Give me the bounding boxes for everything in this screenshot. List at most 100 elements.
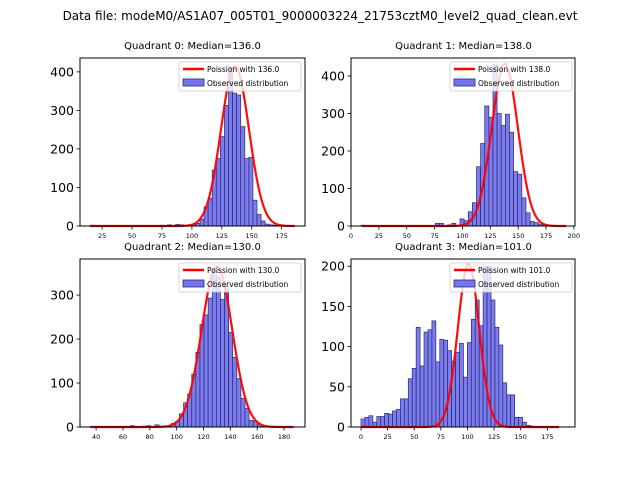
- x-tick-label: 25: [98, 232, 106, 240]
- histogram-bar: [463, 377, 467, 427]
- histogram-bar: [385, 413, 389, 427]
- histogram-bar: [432, 321, 436, 427]
- histogram-bar: [396, 409, 400, 427]
- histogram-bar: [224, 105, 228, 226]
- y-tick-label: 300: [50, 103, 74, 118]
- legend-label-poisson: Poission with 136.0: [207, 65, 280, 74]
- histogram-bar: [381, 417, 385, 427]
- legend: Poission with 101.0 Observed distributio…: [450, 263, 572, 292]
- histogram-bar: [505, 114, 509, 226]
- histogram-bar: [471, 319, 475, 427]
- y-tick-label: 200: [321, 259, 345, 274]
- x-tick-label: 75: [158, 232, 166, 240]
- histogram-bar: [204, 315, 208, 427]
- x-tick-label: 75: [437, 433, 445, 441]
- x-tick-label: 150: [512, 232, 524, 240]
- histogram-bar: [220, 299, 224, 427]
- x-tick-label: 50: [410, 433, 418, 441]
- histogram-bar: [428, 330, 432, 427]
- legend: Poission with 136.0 Observed distributio…: [179, 62, 301, 91]
- histogram-bar: [216, 277, 220, 427]
- x-tick-label: 175: [275, 232, 287, 240]
- y-tick-label: 100: [50, 376, 74, 391]
- x-tick-label: 100: [186, 232, 198, 240]
- subplot-title: Quadrant 2: Median=130.0: [124, 242, 261, 253]
- histogram-bar: [245, 409, 249, 427]
- y-tick-label: 400: [321, 69, 345, 84]
- histogram-bar: [526, 213, 530, 226]
- histogram-bar: [509, 132, 513, 226]
- x-tick-label: 200: [568, 232, 580, 240]
- histogram-bar: [233, 358, 237, 427]
- histogram-bar: [377, 417, 381, 427]
- y-tick-label: 150: [321, 299, 345, 314]
- subplot-title: Quadrant 0: Median=136.0: [124, 41, 261, 52]
- histogram-bar: [220, 137, 224, 226]
- histogram-bar: [365, 417, 369, 427]
- histogram-bar: [212, 271, 216, 427]
- legend-swatch-observed: [454, 280, 475, 287]
- histogram-bar: [495, 327, 499, 427]
- x-tick-label: 175: [540, 232, 552, 240]
- x-tick-label: 100: [456, 232, 468, 240]
- legend-label-observed: Observed distribution: [207, 79, 288, 88]
- x-tick-label: 100: [461, 433, 473, 441]
- x-tick-label: 40: [92, 433, 100, 441]
- histogram-bar: [249, 157, 253, 226]
- histogram-bar: [393, 411, 397, 427]
- x-tick-label: 140: [224, 433, 236, 441]
- y-tick-label: 200: [50, 141, 74, 156]
- histogram-bar: [412, 368, 416, 427]
- x-tick-label: 25: [383, 433, 391, 441]
- y-tick-label: 50: [329, 379, 345, 394]
- histogram-bar: [530, 222, 534, 227]
- histogram-bar: [249, 420, 253, 427]
- y-tick-label: 200: [321, 144, 345, 159]
- legend-label-poisson: Poission with 130.0: [207, 266, 280, 275]
- histogram-bar: [511, 395, 515, 427]
- legend-label-poisson: Poission with 138.0: [478, 65, 551, 74]
- histogram-bar: [261, 221, 265, 226]
- legend-swatch-observed: [183, 280, 204, 287]
- histogram-bar: [519, 417, 523, 427]
- histogram-bar: [497, 114, 501, 227]
- x-tick-label: 125: [488, 433, 500, 441]
- histogram-bar: [499, 345, 503, 427]
- histogram-bar: [408, 379, 412, 427]
- histogram-bar: [253, 200, 257, 226]
- subplot-quadrant-0: Quadrant 0: Median=136.0 25 50 75 100 125 150…: [50, 41, 305, 240]
- histogram-bar: [208, 298, 212, 427]
- histogram-bar: [241, 398, 245, 427]
- x-tick-label: 50: [128, 232, 136, 240]
- x-tick-label: 150: [246, 232, 258, 240]
- histogram-bar: [503, 383, 507, 427]
- x-tick-label: 60: [119, 433, 127, 441]
- subplot-title: Quadrant 1: Median=138.0: [395, 41, 532, 52]
- legend-label-observed: Observed distribution: [478, 280, 559, 289]
- x-tick-label: 120: [197, 433, 209, 441]
- x-tick-label: 0: [349, 232, 353, 240]
- x-tick-label: 25: [375, 232, 383, 240]
- histogram-bar: [501, 126, 505, 227]
- histogram-bar: [400, 399, 404, 427]
- histogram-bar: [369, 416, 373, 427]
- histogram-bar: [456, 352, 460, 427]
- x-tick-label: 125: [216, 232, 228, 240]
- histogram-bar: [514, 172, 518, 226]
- y-tick-label: 200: [50, 332, 74, 347]
- subplot-quadrant-2: Quadrant 2: Median=130.0 40 60 80 100 120 140…: [50, 242, 305, 441]
- y-tick-label: 300: [50, 288, 74, 303]
- histogram-bar: [440, 339, 444, 427]
- y-tick-label: 400: [50, 64, 74, 79]
- x-tick-label: 175: [541, 433, 553, 441]
- y-tick-label: 100: [50, 180, 74, 195]
- figure-title: Data file: modeM0/AS1A07_005T01_90000032…: [63, 9, 578, 23]
- y-tick-label: 100: [321, 181, 345, 196]
- histogram-bar: [459, 343, 463, 427]
- histogram-bar: [424, 332, 428, 427]
- y-tick-label: 0: [337, 219, 345, 234]
- x-tick-label: 80: [146, 433, 154, 441]
- histogram-bar: [389, 414, 393, 427]
- x-tick-label: 0: [359, 433, 363, 441]
